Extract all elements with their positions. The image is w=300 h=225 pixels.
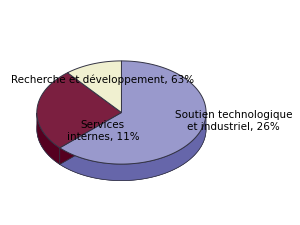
Polygon shape — [60, 112, 122, 164]
Polygon shape — [37, 73, 122, 148]
Text: Soutien technologique
et industriel, 26%: Soutien technologique et industriel, 26% — [175, 110, 292, 132]
Polygon shape — [60, 61, 206, 164]
Ellipse shape — [37, 77, 206, 181]
Polygon shape — [60, 112, 122, 164]
Polygon shape — [37, 113, 60, 164]
Text: Recherche et développement, 63%: Recherche et développement, 63% — [11, 74, 194, 85]
Polygon shape — [60, 112, 206, 181]
Polygon shape — [68, 61, 122, 112]
Text: Services
internes, 11%: Services internes, 11% — [67, 120, 139, 142]
